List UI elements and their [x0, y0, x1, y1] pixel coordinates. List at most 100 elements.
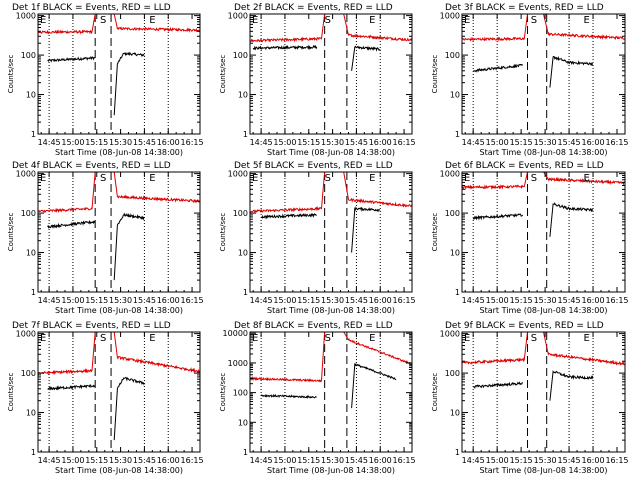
x-tick-label: 15:45 [558, 456, 581, 465]
events-line [252, 44, 318, 51]
y-axis-label: Counts/sec [7, 373, 15, 412]
corner-marker: E [464, 173, 470, 184]
lld-line [113, 171, 201, 204]
start-marker: S [325, 333, 331, 344]
x-tick-label: 15:30 [321, 138, 344, 147]
panel-1: Det 1f BLACK = Events, RED = LLD 1 10 100 10… [7, 3, 204, 157]
events-line [47, 55, 96, 63]
x-tick-label: 15:15 [85, 296, 108, 305]
x-axis-label: Start Time (08-Jun-08 14:38:00) [55, 148, 183, 157]
x-tick-label: 15:45 [345, 296, 368, 305]
y-tick-label: 1 [243, 288, 248, 297]
plot-frame [461, 331, 626, 453]
x-tick-label: 15:30 [109, 138, 132, 147]
x-tick-label: 16:15 [181, 456, 204, 465]
panel-6: Det 6f BLACK = Events, RED = LLD 1 10 100 10… [431, 161, 629, 315]
x-tick-label: 15:45 [133, 138, 156, 147]
lld-line [249, 13, 326, 43]
y-axis-label: Counts/sec [219, 213, 227, 252]
end-marker: E [583, 333, 589, 344]
y-tick-label: 10 [450, 249, 460, 258]
x-tick-label: 15:45 [558, 296, 581, 305]
y-tick-label: 10 [26, 409, 36, 418]
x-tick-label: 15:45 [345, 138, 368, 147]
plot-frame [461, 171, 626, 293]
x-tick-label: 16:00 [369, 456, 392, 465]
x-tick-label: 16:15 [181, 296, 204, 305]
events-line [549, 55, 594, 88]
x-tick-label: 15:15 [297, 296, 320, 305]
start-marker: S [531, 15, 537, 26]
y-tick-label: 10 [450, 409, 460, 418]
y-tick-label: 10 [238, 249, 248, 258]
panel-title: Det 4f BLACK = Events, RED = LLD [12, 161, 171, 171]
y-tick-label: 100 [21, 51, 36, 60]
x-tick-label: 14:45 [38, 138, 61, 147]
x-tick-label: 15:00 [61, 456, 84, 465]
end-marker: E [149, 333, 155, 344]
x-tick-label: 15:00 [273, 456, 296, 465]
x-tick-label: 15:30 [321, 296, 344, 305]
y-axis-label: Counts/sec [431, 213, 439, 252]
corner-marker: E [252, 333, 258, 344]
panel-7: Det 7f BLACK = Events, RED = LLD 1 10 100 10… [7, 321, 204, 475]
y-tick-label: 100 [445, 51, 460, 60]
events-line [47, 219, 96, 230]
x-tick-label: 15:30 [109, 456, 132, 465]
x-tick-label: 16:15 [605, 138, 628, 147]
x-axis-label: Start Time (08-Jun-08 14:38:00) [267, 466, 395, 475]
end-marker: E [369, 173, 375, 184]
panel-title: Det 8f BLACK = Events, RED = LLD [234, 321, 393, 331]
x-axis-label: Start Time (08-Jun-08 14:38:00) [480, 466, 608, 475]
y-tick-label: 10 [26, 91, 36, 100]
x-axis-label: Start Time (08-Jun-08 14:38:00) [480, 306, 608, 315]
panel-title: Det 5f BLACK = Events, RED = LLD [234, 161, 393, 171]
x-tick-label: 16:15 [605, 296, 628, 305]
x-tick-label: 15:00 [486, 296, 509, 305]
corner-marker: E [464, 15, 470, 26]
lld-line [461, 13, 528, 43]
lld-line [113, 13, 201, 33]
x-tick-label: 15:45 [558, 138, 581, 147]
y-tick-label: 100 [445, 209, 460, 218]
x-tick-label: 14:45 [462, 456, 485, 465]
lld-line [249, 331, 326, 383]
y-tick-label: 1 [31, 288, 36, 297]
y-axis-label: Counts/sec [219, 55, 227, 94]
events-line [47, 384, 96, 391]
plot-frame [249, 331, 413, 453]
x-tick-label: 14:45 [38, 296, 61, 305]
plot-frame [249, 13, 413, 135]
end-marker: E [149, 15, 155, 26]
y-tick-label: 1000 [228, 12, 248, 21]
panel-9: Det 9f BLACK = Events, RED = LLD 1 10 100 10… [431, 321, 629, 475]
y-tick-label: 1000 [440, 170, 460, 179]
panel-title: Det 9f BLACK = Events, RED = LLD [445, 321, 604, 331]
plot-frame [37, 171, 201, 293]
lld-line [37, 171, 96, 214]
corner-marker: E [40, 15, 46, 26]
corner-marker: E [464, 333, 470, 344]
y-tick-label: 100 [233, 389, 248, 398]
start-marker: S [325, 173, 331, 184]
x-tick-label: 16:15 [393, 456, 416, 465]
panel-title: Det 7f BLACK = Events, RED = LLD [12, 321, 171, 331]
corner-marker: E [252, 173, 258, 184]
x-tick-label: 15:15 [85, 138, 108, 147]
y-axis-label: Counts/sec [7, 55, 15, 94]
start-marker: S [100, 173, 106, 184]
start-marker: S [531, 333, 537, 344]
x-axis-label: Start Time (08-Jun-08 14:38:00) [267, 148, 395, 157]
events-line [351, 362, 397, 409]
x-tick-label: 14:45 [462, 296, 485, 305]
x-axis-label: Start Time (08-Jun-08 14:38:00) [480, 148, 608, 157]
panel-4: Det 4f BLACK = Events, RED = LLD 1 10 100 10… [7, 161, 204, 315]
corner-marker: E [252, 15, 258, 26]
panel-8: Det 8f BLACK = Events, RED = LLD 1 10 100 10… [219, 321, 416, 475]
events-line [113, 51, 145, 116]
lld-line [343, 331, 413, 366]
y-tick-label: 1000 [440, 330, 460, 339]
panel-5: Det 5f BLACK = Events, RED = LLD 1 10 100 10… [219, 161, 416, 315]
x-tick-label: 15:00 [61, 296, 84, 305]
x-tick-label: 16:00 [157, 296, 180, 305]
